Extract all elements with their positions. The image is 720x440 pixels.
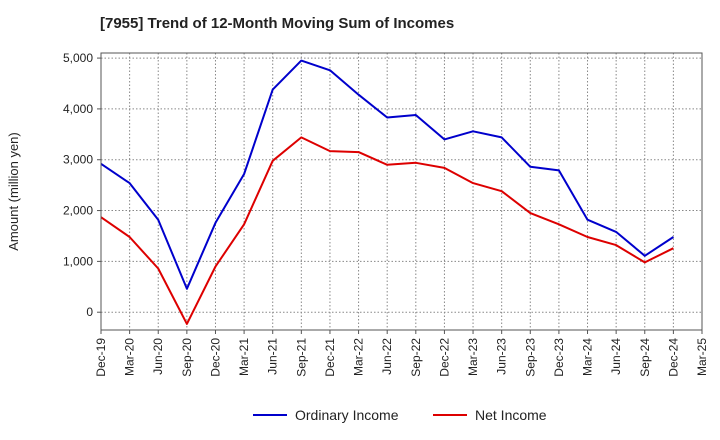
x-tick-label: Mar-25 <box>695 338 709 376</box>
x-tick-label: Jun-20 <box>151 338 165 375</box>
x-tick-labels: Dec-19 Mar-20 Jun-20 Sep-20 Dec-20 Mar-21 Jun-… <box>94 330 709 377</box>
x-tick-label: Sep-22 <box>409 338 423 377</box>
x-tick-label: Jun-22 <box>380 338 394 375</box>
x-tick-label: Dec-23 <box>552 338 566 377</box>
y-tick-label: 4,000 <box>63 102 93 116</box>
x-tick-label: Mar-21 <box>237 338 251 376</box>
x-tick-label: Sep-20 <box>180 338 194 377</box>
x-tick-label: Jun-21 <box>266 338 280 375</box>
plot-frame <box>100 52 703 331</box>
x-tick-label: Mar-22 <box>352 338 366 376</box>
x-tick-label: Sep-23 <box>523 338 537 377</box>
x-tick-label: Dec-19 <box>94 338 108 377</box>
x-tick-label: Jun-23 <box>495 338 509 375</box>
chart-title: [7955] Trend of 12-Month Moving Sum of I… <box>100 15 455 32</box>
x-tick-label: Dec-22 <box>437 338 451 377</box>
y-tick-label: 1,000 <box>63 254 93 268</box>
x-tick-label: Mar-24 <box>581 338 595 376</box>
x-tick-label: Dec-24 <box>666 338 680 377</box>
grid-layer <box>101 53 702 330</box>
x-tick-label: Dec-20 <box>208 338 222 377</box>
series-line-net-income <box>100 136 674 325</box>
x-tick-label: Dec-21 <box>323 338 337 377</box>
y-tick-label: 3,000 <box>63 153 93 167</box>
x-tick-label: Sep-24 <box>638 338 652 377</box>
y-tick-label: 2,000 <box>63 204 93 218</box>
y-tick-labels: 0 1,000 2,000 3,000 4,000 5,000 <box>63 51 101 319</box>
x-tick-label: Mar-20 <box>123 338 137 376</box>
y-axis-label: Amount (million yen) <box>6 132 21 251</box>
series-line-ordinary-income <box>100 59 674 290</box>
x-tick-label: Mar-23 <box>466 338 480 376</box>
legend: Ordinary Income Net Income <box>253 407 547 423</box>
legend-label-net-income: Net Income <box>475 407 547 423</box>
series-layer <box>100 59 674 325</box>
y-tick-label: 5,000 <box>63 51 93 65</box>
legend-label-ordinary-income: Ordinary Income <box>295 407 399 423</box>
x-tick-label: Sep-21 <box>294 338 308 377</box>
y-tick-label: 0 <box>86 305 93 319</box>
x-tick-label: Jun-24 <box>609 338 623 375</box>
